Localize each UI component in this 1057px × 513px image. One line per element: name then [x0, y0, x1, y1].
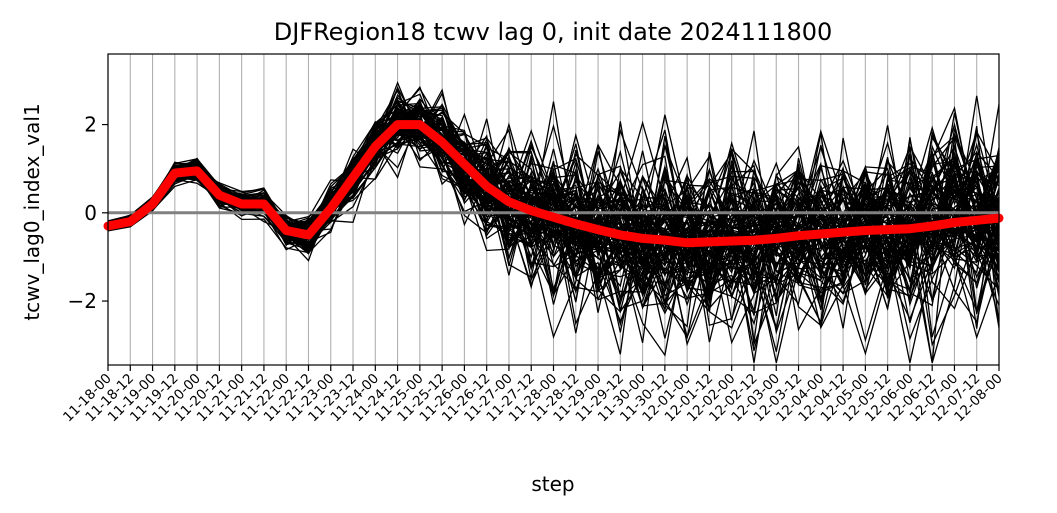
chart-title: DJFRegion18 tcwv lag 0, init date 202411…: [274, 18, 833, 46]
y-tick-label: −2: [68, 289, 97, 313]
x-axis-label: step: [531, 472, 574, 496]
y-tick-label: 0: [84, 201, 97, 225]
y-tick-label: 2: [84, 113, 97, 137]
ensemble-member-line: [108, 108, 1000, 320]
x-axis: 11-18-0011-18-1211-19-0011-19-1211-20-00…: [60, 365, 1006, 425]
ensemble-member-line: [107, 110, 1000, 352]
ensemble-mean-line: [103, 120, 1004, 248]
y-axis-label: tcwv_lag0_index_val1: [20, 103, 44, 320]
ensemble-mean: [103, 120, 1004, 248]
ensemble-member-line: [107, 98, 1000, 323]
y-axis: −2 0 2: [68, 113, 108, 313]
